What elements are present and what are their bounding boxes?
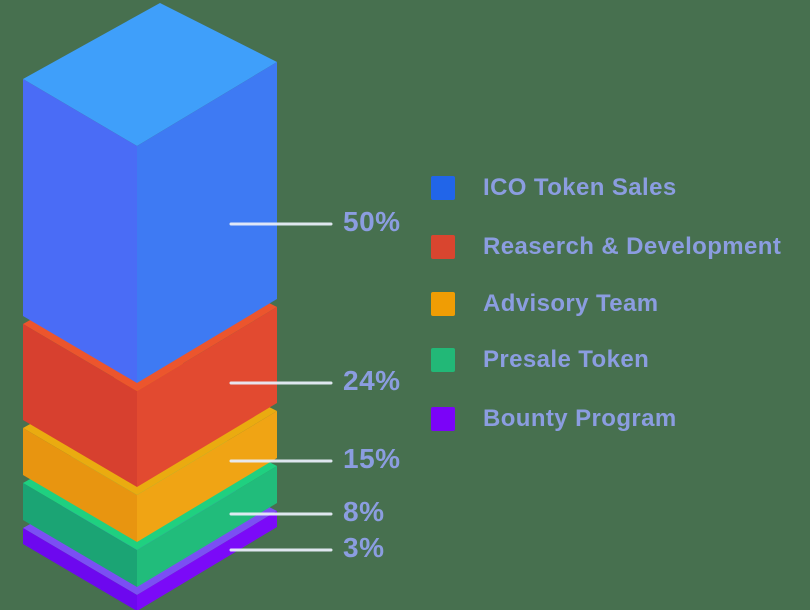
segment-ico-token-sales-left-face	[23, 79, 137, 383]
segment-ico-token-sales-top-face	[23, 3, 277, 146]
segment-bounty-program-left-face	[23, 528, 137, 610]
percent-label-bounty-program: 3%	[343, 532, 384, 563]
percent-label-reaserch-development: 24%	[343, 365, 401, 396]
segment-ico-token-sales-right-face	[137, 62, 277, 383]
percent-label-advisory-team: 15%	[343, 443, 401, 474]
segment-reaserch-development-left-face	[23, 324, 137, 487]
percent-label-presale-token: 8%	[343, 496, 384, 527]
segment-advisory-team-right-face	[137, 411, 277, 542]
segment-presale-token-left-face	[23, 483, 137, 587]
segment-presale-token-right-face	[137, 466, 277, 587]
segment-bounty-program-right-face	[137, 511, 277, 610]
percent-label-ico-token-sales: 50%	[343, 206, 401, 237]
segment-advisory-team-left-face	[23, 428, 137, 542]
segment-reaserch-development-right-face	[137, 307, 277, 487]
